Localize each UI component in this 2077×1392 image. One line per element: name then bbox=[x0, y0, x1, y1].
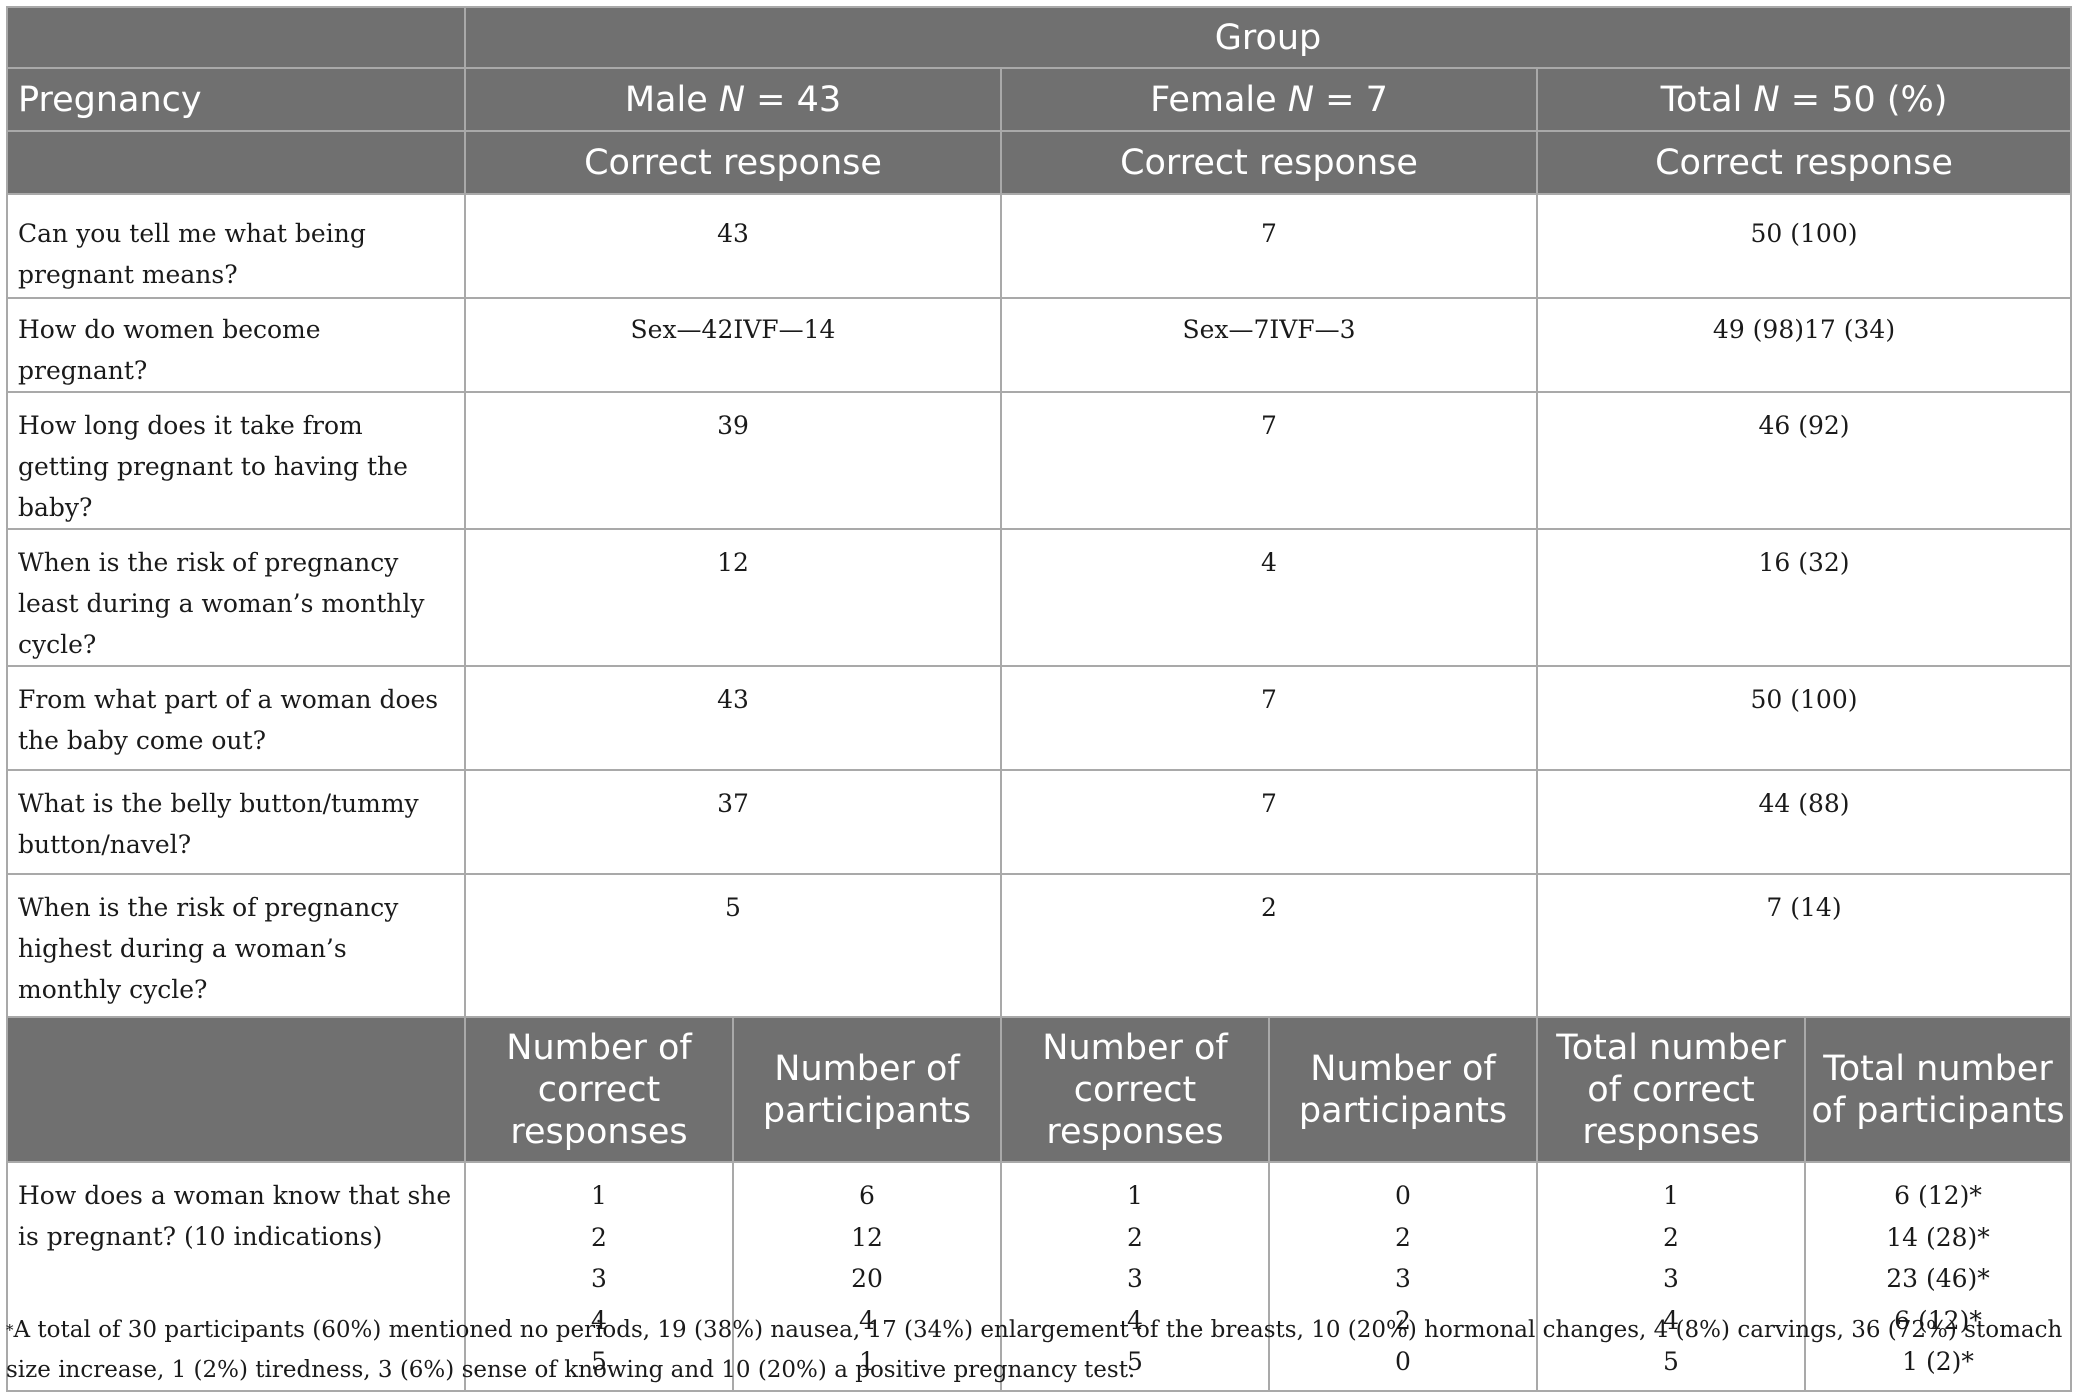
total-value-cell: 44 (88) bbox=[1536, 769, 2072, 875]
footnote-marker: * bbox=[6, 1321, 14, 1339]
list-item: 14 (28)* bbox=[1886, 1222, 1990, 1252]
list-item: 4 bbox=[1663, 1305, 1679, 1335]
female-value-cell: 7 bbox=[1000, 769, 1538, 875]
header-group: Group bbox=[464, 6, 2072, 69]
sub-header-male-correct: Number of correct responses bbox=[464, 1016, 734, 1163]
header-row-group: Group bbox=[6, 6, 2072, 69]
sub-header-male-participants: Number of participants bbox=[732, 1016, 1002, 1163]
male-value-cell: 43 bbox=[464, 193, 1002, 299]
list-item: 1 bbox=[591, 1181, 607, 1210]
sub-header-total-participants: Total number of participants bbox=[1804, 1016, 2072, 1163]
list-item: 6 (12)* bbox=[1894, 1181, 1982, 1210]
male-value-cell: 5 bbox=[464, 873, 1002, 1018]
header-female-correct-response: Correct response bbox=[1000, 130, 1538, 195]
list-item: 1 bbox=[1663, 1181, 1679, 1210]
question-cell: How long does it take from getting pregn… bbox=[6, 391, 466, 530]
male-value-cell: 43 bbox=[464, 665, 1002, 771]
table-row: When is the risk of pregnancy least duri… bbox=[6, 528, 2072, 667]
list-item: 3 bbox=[591, 1264, 607, 1293]
total-value-cell: 50 (100) bbox=[1536, 665, 2072, 771]
sub-header-female-participants: Number of participants bbox=[1268, 1016, 1538, 1163]
female-value-cell: 7 bbox=[1000, 193, 1538, 299]
list-item: 23 (46)* bbox=[1886, 1264, 1990, 1293]
female-value-cell: Sex—7IVF—3 bbox=[1000, 297, 1538, 393]
question-cell: What is the belly button/tummy button/na… bbox=[6, 769, 466, 875]
total-participants-list: 6 (12)* 14 (28)* 23 (46)* 6 (12)* 1 (2)* bbox=[1804, 1161, 2072, 1392]
list-item: 4 bbox=[1127, 1305, 1143, 1335]
header-total: Total N = 50 (%) bbox=[1536, 67, 2072, 132]
male-participants-list: 6 12 20 4 1 bbox=[732, 1161, 1002, 1392]
female-participants-list: 0 2 3 2 0 bbox=[1268, 1161, 1538, 1392]
list-item: 5 bbox=[1127, 1347, 1143, 1376]
sub-header-total-correct: Total number of correct responses bbox=[1536, 1016, 1806, 1163]
header-pregnancy: Pregnancy bbox=[6, 67, 466, 132]
table-row: Can you tell me what being pregnant mean… bbox=[6, 193, 2072, 299]
list-item: 1 bbox=[1127, 1181, 1143, 1210]
total-value-cell: 49 (98)17 (34) bbox=[1536, 297, 2072, 393]
table-row: What is the belly button/tummy button/na… bbox=[6, 769, 2072, 875]
total-value-cell: 46 (92) bbox=[1536, 391, 2072, 530]
male-value-cell: 37 bbox=[464, 769, 1002, 875]
table-row: When is the risk of pregnancy highest du… bbox=[6, 873, 2072, 1018]
question-cell: When is the risk of pregnancy highest du… bbox=[6, 873, 466, 1018]
male-value-cell: Sex—42IVF—14 bbox=[464, 297, 1002, 393]
list-item: 6 (12)* bbox=[1894, 1305, 1982, 1335]
list-item: 0 bbox=[1395, 1181, 1411, 1210]
question-cell: How do women become pregnant? bbox=[6, 297, 466, 393]
male-value-cell: 12 bbox=[464, 528, 1002, 667]
list-item: 2 bbox=[591, 1222, 607, 1252]
question-cell: When is the risk of pregnancy least duri… bbox=[6, 528, 466, 667]
total-value-cell: 50 (100) bbox=[1536, 193, 2072, 299]
female-value-cell: 4 bbox=[1000, 528, 1538, 667]
list-item: 3 bbox=[1127, 1264, 1143, 1293]
indications-question-cell: How does a woman know that she is pregna… bbox=[6, 1161, 466, 1392]
header-total-correct-response: Correct response bbox=[1536, 130, 2072, 195]
results-table-container: Group Pregnancy Male N = 43 Female N = 7… bbox=[6, 6, 2072, 1392]
header-row-correct: Correct response Correct response Correc… bbox=[6, 130, 2072, 195]
list-item: 6 bbox=[859, 1181, 875, 1210]
header-empty-cell bbox=[6, 130, 466, 195]
header-empty-cell bbox=[6, 6, 466, 69]
question-cell: From what part of a woman does the baby … bbox=[6, 665, 466, 771]
table-row: How long does it take from getting pregn… bbox=[6, 391, 2072, 530]
list-item: 4 bbox=[591, 1305, 607, 1335]
header-male-correct-response: Correct response bbox=[464, 130, 1002, 195]
indications-row: How does a woman know that she is pregna… bbox=[6, 1161, 2072, 1392]
table-row: How do women become pregnant? Sex—42IVF—… bbox=[6, 297, 2072, 393]
female-value-cell: 2 bbox=[1000, 873, 1538, 1018]
total-value-cell: 16 (32) bbox=[1536, 528, 2072, 667]
header-row-sex: Pregnancy Male N = 43 Female N = 7 Total… bbox=[6, 67, 2072, 132]
male-value-cell: 39 bbox=[464, 391, 1002, 530]
header-female: Female N = 7 bbox=[1000, 67, 1538, 132]
header-male: Male N = 43 bbox=[464, 67, 1002, 132]
sub-header-female-correct: Number of correct responses bbox=[1000, 1016, 1270, 1163]
list-item: 2 bbox=[1127, 1222, 1143, 1252]
list-item: 1 (2)* bbox=[1902, 1347, 1974, 1376]
list-item: 0 bbox=[1395, 1347, 1411, 1376]
list-item: 12 bbox=[851, 1222, 883, 1252]
female-value-cell: 7 bbox=[1000, 665, 1538, 771]
list-item: 3 bbox=[1663, 1264, 1679, 1293]
list-item: 2 bbox=[1663, 1222, 1679, 1252]
pregnancy-knowledge-table: Group Pregnancy Male N = 43 Female N = 7… bbox=[6, 6, 2072, 1392]
footnote-text: A total of 30 participants (60%) mention… bbox=[6, 1317, 2063, 1383]
list-item: 2 bbox=[1395, 1222, 1411, 1252]
table-footnote: *A total of 30 participants (60%) mentio… bbox=[6, 1310, 2066, 1390]
list-item: 20 bbox=[851, 1264, 883, 1293]
total-value-cell: 7 (14) bbox=[1536, 873, 2072, 1018]
list-item: 5 bbox=[1663, 1347, 1679, 1376]
question-cell: Can you tell me what being pregnant mean… bbox=[6, 193, 466, 299]
table-row: From what part of a woman does the baby … bbox=[6, 665, 2072, 771]
list-item: 3 bbox=[1395, 1264, 1411, 1293]
list-item: 2 bbox=[1395, 1305, 1411, 1335]
list-item: 4 bbox=[859, 1305, 875, 1335]
list-item: 5 bbox=[591, 1347, 607, 1376]
female-correct-list: 1 2 3 4 5 bbox=[1000, 1161, 1270, 1392]
sub-header-empty-cell bbox=[6, 1016, 466, 1163]
sub-header-row: Number of correct responses Number of pa… bbox=[6, 1016, 2072, 1163]
female-value-cell: 7 bbox=[1000, 391, 1538, 530]
list-item: 1 bbox=[859, 1347, 875, 1376]
total-correct-list: 1 2 3 4 5 bbox=[1536, 1161, 1806, 1392]
